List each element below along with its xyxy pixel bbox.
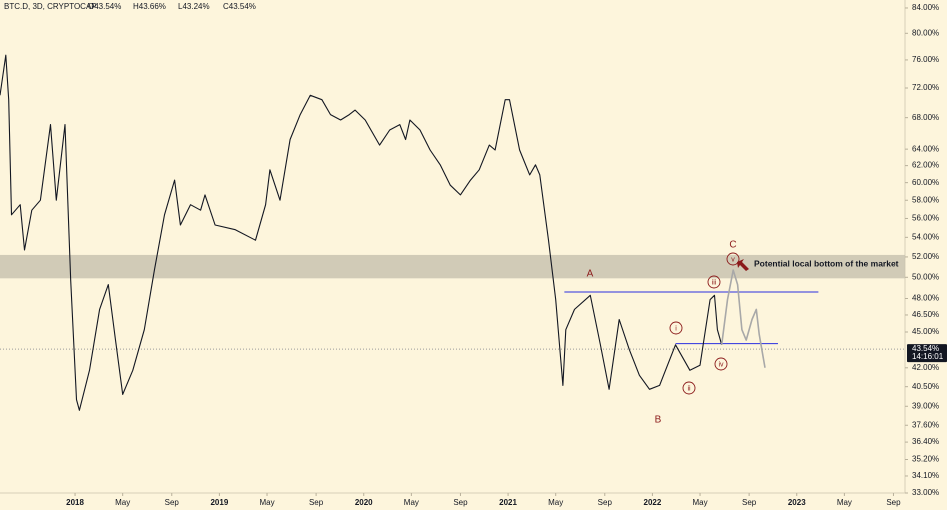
y-tick-label: 54.00%: [912, 232, 939, 241]
y-tick-label: 60.00%: [912, 178, 939, 187]
circled-label: i: [675, 325, 677, 332]
ohlc-label: H43.66%: [133, 2, 166, 11]
y-tick-label: 50.00%: [912, 272, 939, 281]
y-tick-label: 40.50%: [912, 382, 939, 391]
y-tick-label: 33.00%: [912, 488, 939, 497]
y-tick-label: 42.00%: [912, 363, 939, 372]
y-tick-label: 48.00%: [912, 294, 939, 303]
circled-label: iv: [718, 361, 724, 368]
y-tick-label: 72.00%: [912, 83, 939, 92]
wave-label: B: [655, 415, 662, 426]
wave-circle: [714, 357, 728, 371]
x-tick-label: Sep: [742, 498, 757, 507]
x-tick-label: 2018: [66, 498, 84, 507]
wave-label: C: [729, 240, 736, 251]
y-tick-label: 76.00%: [912, 55, 939, 64]
projection-line: [720, 269, 766, 368]
y-tick-label: 46.50%: [912, 310, 939, 319]
ohlc-label: L43.24%: [178, 2, 210, 11]
y-tick-label: 39.00%: [912, 401, 939, 410]
wave-label: A: [587, 269, 594, 280]
x-tick-label: May: [115, 498, 130, 507]
x-tick-label: May: [404, 498, 419, 507]
x-tick-label: 2022: [644, 498, 662, 507]
circled-label: iii: [712, 279, 717, 286]
x-tick-label: May: [692, 498, 707, 507]
y-tick-label: 56.00%: [912, 214, 939, 223]
x-tick-label: Sep: [309, 498, 324, 507]
countdown: 14:16:01: [912, 352, 944, 361]
resistance-zone: [0, 254, 905, 279]
x-tick-label: May: [548, 498, 563, 507]
wave-circle: [669, 321, 683, 335]
circled-label: ii: [687, 385, 691, 392]
x-tick-label: 2019: [210, 498, 228, 507]
title: BTC.D, 3D, CRYPTOCAP: [4, 2, 97, 11]
x-tick-label: 2020: [355, 498, 373, 507]
ohlc-label: O43.54%: [88, 2, 121, 11]
y-tick-label: 37.60%: [912, 420, 939, 429]
price-tag: [907, 344, 947, 363]
y-tick-label: 68.00%: [912, 113, 939, 122]
y-tick-label: 34.10%: [912, 471, 939, 480]
y-tick-label: 62.00%: [912, 161, 939, 170]
x-tick-label: Sep: [453, 498, 468, 507]
circled-label: v: [731, 256, 735, 263]
x-tick-label: 2021: [499, 498, 517, 507]
x-tick-label: Sep: [165, 498, 180, 507]
x-tick-label: 2023: [788, 498, 806, 507]
wave-circle: [707, 275, 721, 289]
x-tick-label: May: [259, 498, 274, 507]
y-tick-label: 84.00%: [912, 3, 939, 12]
y-tick-label: 45.00%: [912, 327, 939, 336]
y-tick-label: 52.00%: [912, 252, 939, 261]
price-line: [0, 54, 723, 411]
y-tick-label: 64.00%: [912, 144, 939, 153]
note: Potential local bottom of the market: [754, 258, 899, 268]
y-tick-label: 58.00%: [912, 195, 939, 204]
wave-circle: [726, 252, 740, 266]
x-tick-label: Sep: [598, 498, 613, 507]
wave-circle: [682, 381, 696, 395]
price-tag-value: 43.54%: [912, 344, 939, 353]
x-tick-label: May: [837, 498, 852, 507]
note-arrow: [737, 259, 749, 271]
y-tick-label: 36.40%: [912, 437, 939, 446]
x-tick-label: Sep: [886, 498, 901, 507]
y-tick-label: 80.00%: [912, 28, 939, 37]
y-tick-label: 35.20%: [912, 455, 939, 464]
ohlc-label: C43.54%: [223, 2, 256, 11]
